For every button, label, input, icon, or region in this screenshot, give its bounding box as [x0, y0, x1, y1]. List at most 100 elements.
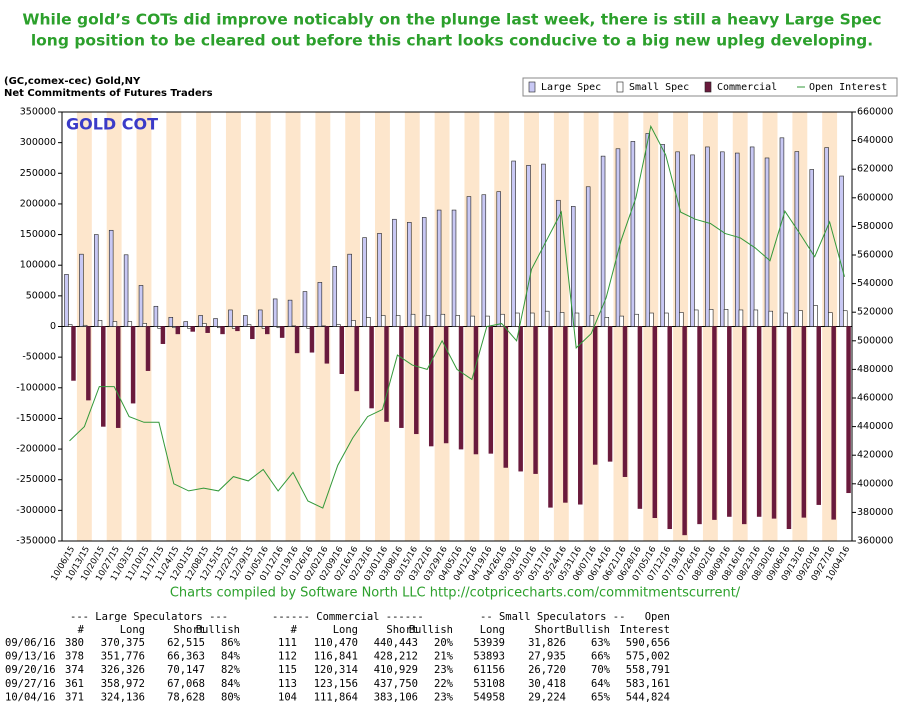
table-cell: 84%: [221, 678, 241, 690]
bar: [786, 326, 792, 530]
table-cell: 115: [278, 664, 297, 676]
table-cell: 66%: [591, 651, 611, 663]
table-cell: 361: [65, 678, 84, 690]
bar: [243, 315, 248, 327]
bar: [771, 326, 777, 519]
bar: [79, 253, 84, 327]
bar: [756, 326, 762, 517]
table-cell: 70%: [591, 664, 611, 676]
bar: [660, 144, 665, 327]
bar: [801, 326, 807, 518]
bar: [675, 151, 680, 327]
table-group-header: ------ Commercial ------: [272, 611, 424, 623]
y2-tick-label: 600000: [857, 192, 893, 203]
table-cell: 21%: [434, 651, 454, 663]
y-tick-label: -200000: [16, 444, 56, 455]
y2-tick-label: 420000: [857, 450, 893, 461]
bar: [682, 326, 687, 536]
legend-label: Open Interest: [809, 82, 887, 93]
bar: [101, 326, 106, 427]
bar: [414, 326, 419, 435]
bar: [366, 317, 371, 327]
table-cell: 29,224: [528, 691, 566, 703]
legend-label: Commercial: [717, 82, 777, 93]
bar: [600, 155, 606, 327]
table-cell: 111,864: [314, 691, 358, 703]
bar: [336, 324, 341, 327]
table-cell: 82%: [221, 664, 241, 676]
table-cell: 53108: [473, 678, 505, 690]
bar: [250, 326, 255, 340]
table-cell: 10/04/16: [5, 691, 56, 703]
bar: [205, 326, 210, 333]
bar: [228, 309, 233, 327]
bar: [369, 326, 374, 409]
bar: [94, 234, 99, 327]
bar: [578, 326, 583, 505]
bar: [533, 326, 538, 474]
table-cell: 123,156: [314, 678, 358, 690]
line: [69, 124, 845, 509]
bar: [548, 326, 553, 508]
bar: [130, 326, 136, 404]
table-header: Short: [386, 624, 418, 636]
bar: [443, 326, 449, 444]
bar: [473, 326, 479, 455]
bar: [485, 315, 490, 327]
table-group-header: --- Large Speculators ---: [70, 611, 228, 623]
table-header: Bullish: [196, 624, 240, 636]
bar: [97, 320, 103, 327]
bar: [466, 196, 472, 327]
bar: [839, 175, 844, 327]
table-cell: 358,972: [101, 678, 145, 690]
table-cell: 66,363: [167, 651, 205, 663]
table-header: Long: [120, 624, 145, 636]
bar: [637, 326, 643, 509]
y-tick-label: 150000: [20, 229, 56, 240]
table-cell: 09/13/16: [5, 651, 56, 663]
y2-tick-label: 400000: [857, 478, 893, 489]
bar: [708, 309, 714, 327]
bar: [652, 326, 658, 519]
bar: [86, 326, 91, 401]
table-cell: 113: [278, 678, 297, 690]
y-tick-label: 250000: [20, 168, 56, 179]
y2-tick-label: 580000: [857, 221, 893, 232]
legend-label: Small Spec: [629, 82, 689, 93]
bar: [798, 310, 803, 327]
table-cell: 371: [65, 691, 84, 703]
table-cell: 20%: [434, 637, 454, 649]
bar: [145, 326, 151, 371]
bar: [168, 317, 174, 327]
bar: [693, 309, 699, 327]
table-group-header: -- Small Speculators --: [480, 611, 625, 623]
bar: [828, 312, 833, 327]
y2-tick-label: 560000: [857, 250, 893, 261]
bar: [258, 309, 263, 327]
bar: [395, 315, 401, 327]
bar: [488, 326, 494, 454]
y-tick-label: -350000: [16, 536, 56, 547]
table-cell: 09/20/16: [5, 664, 56, 676]
table-cell: 86%: [221, 637, 241, 649]
bar: [112, 321, 118, 327]
bar: [615, 148, 621, 327]
bar: [458, 326, 464, 450]
bar: [749, 146, 755, 327]
table-cell: 583,161: [626, 678, 670, 690]
bar: [813, 305, 818, 327]
bar: [783, 312, 788, 327]
bar: [220, 326, 225, 335]
bar: [544, 310, 550, 327]
y-tick-label: 100000: [20, 260, 56, 271]
table-cell: 324,136: [101, 691, 145, 703]
bar: [559, 312, 565, 327]
bar: [392, 218, 397, 327]
y2-tick-label: 360000: [857, 536, 893, 547]
bar: [265, 326, 270, 335]
bar: [619, 315, 624, 327]
subtitle: (GC,comex-cec) Gold,NY: [4, 76, 141, 87]
bar: [589, 315, 595, 327]
bar: [317, 282, 323, 327]
y2-tick-label: 520000: [857, 307, 893, 318]
